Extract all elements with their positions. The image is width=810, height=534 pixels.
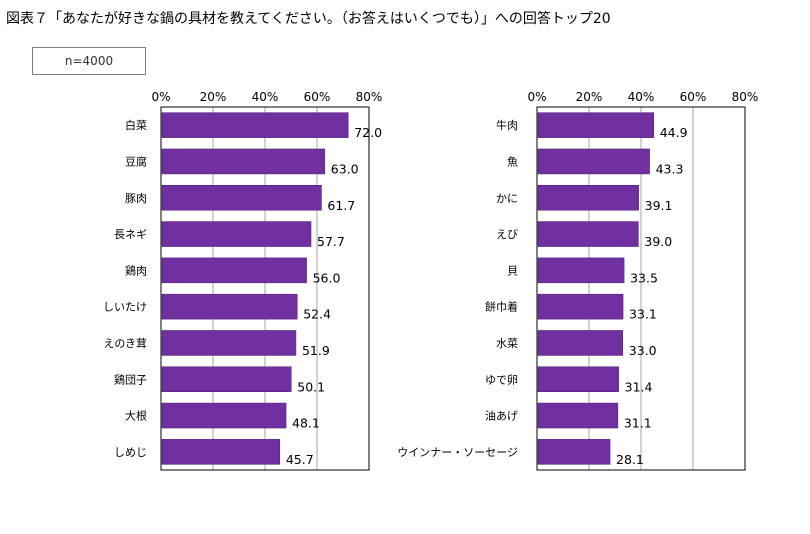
chart-title: 図表７「あなたが好きな鍋の具材を教えてください。（お答えはいくつでも）」への回答… <box>6 11 611 27</box>
left-chart-value-label: 50.1 <box>297 379 325 394</box>
right-chart-value-label: 39.1 <box>645 198 673 213</box>
left-chart-bar <box>161 185 322 211</box>
left-chart-bar <box>161 257 307 284</box>
right-chart-bar <box>537 293 624 320</box>
left-chart-value-label: 56.0 <box>313 270 341 285</box>
left-chart-category-label: 長ネギ <box>114 228 147 241</box>
right-chart-value-label: 39.0 <box>644 234 672 249</box>
left-chart-value-label: 57.7 <box>317 234 345 249</box>
right-chart-category-label: ウインナー・ソーセージ <box>397 446 518 459</box>
sample-size-box: n=4000 <box>32 47 146 75</box>
right-chart-bar <box>537 148 650 175</box>
right-chart-value-label: 33.0 <box>629 343 657 358</box>
right-chart-value-label: 33.1 <box>629 307 657 322</box>
left-chart-category-label: しめじ <box>114 446 147 459</box>
right-chart-plot-frame <box>536 106 746 471</box>
left-chart-value-label: 52.4 <box>303 307 331 322</box>
right-chart-bar <box>537 366 619 392</box>
left-chart-category-label: えのき茸 <box>103 337 147 350</box>
left-chart-category-label: 白菜 <box>125 118 147 132</box>
right-chart-value-label: 31.4 <box>625 379 653 394</box>
right-chart-tick-label: 20% <box>576 90 603 104</box>
left-chart-value-label: 51.9 <box>302 343 330 358</box>
right-chart-category-label: 油あげ <box>485 409 518 423</box>
right-chart-tick-label: 40% <box>628 90 655 104</box>
right-chart-bar <box>537 257 625 284</box>
right-chart-category-label: 水菜 <box>496 337 518 350</box>
left-chart-bar <box>161 148 326 175</box>
left-chart-bar <box>161 439 281 465</box>
left-chart-tick-label: 80% <box>356 90 383 104</box>
right-chart-category-label: ゆで卵 <box>485 373 518 386</box>
left-chart-category-label: 鶏団子 <box>114 372 147 386</box>
right-chart-bar <box>537 112 654 138</box>
left-chart-category-label: 鶏肉 <box>125 263 147 277</box>
right-chart-value-label: 43.3 <box>656 161 684 176</box>
right-chart-tick-label: 80% <box>732 90 759 104</box>
left-chart-value-label: 63.0 <box>331 161 359 176</box>
left-chart-value-label: 72.0 <box>354 125 382 140</box>
right-chart-category-label: えび <box>496 228 518 241</box>
left-chart-value-label: 48.1 <box>292 416 320 431</box>
left-chart-category-label: 大根 <box>125 409 147 423</box>
right-chart-category-label: 貝 <box>507 264 518 277</box>
right-chart-category-label: かに <box>496 192 518 205</box>
right-chart-bar <box>537 330 624 356</box>
right-chart-category-label: 餅巾着 <box>485 300 518 314</box>
right-chart-category-label: 牛肉 <box>496 118 518 132</box>
left-chart-tick-label: 20% <box>200 90 227 104</box>
left-chart-category-label: しいたけ <box>103 301 147 314</box>
left-chart-category-label: 豆腐 <box>125 154 147 168</box>
left-chart-tick-label: 0% <box>151 90 170 104</box>
left-chart-value-label: 61.7 <box>327 198 355 213</box>
right-chart-tick-label: 60% <box>680 90 707 104</box>
left-chart-tick-label: 60% <box>304 90 331 104</box>
right-chart-bar <box>537 439 611 465</box>
right-chart-category-label: 魚 <box>507 155 518 168</box>
right-chart-tick-label: 0% <box>527 90 546 104</box>
left-chart-bar <box>161 221 312 247</box>
left-chart-bar <box>161 330 297 356</box>
left-chart-bar <box>161 293 298 320</box>
left-chart-bar <box>161 112 349 138</box>
right-chart-value-label: 28.1 <box>616 452 644 467</box>
left-chart-plot-frame <box>160 106 370 471</box>
left-chart-bar <box>161 402 287 429</box>
right-chart-bar <box>537 221 639 247</box>
left-chart-value-label: 45.7 <box>286 452 314 467</box>
right-chart-bar <box>537 185 639 211</box>
right-chart-value-label: 33.5 <box>630 270 658 285</box>
right-chart-value-label: 44.9 <box>660 125 688 140</box>
left-chart-bar <box>161 366 292 392</box>
left-chart-tick-label: 40% <box>252 90 279 104</box>
right-chart-value-label: 31.1 <box>624 416 652 431</box>
left-chart-category-label: 豚肉 <box>125 192 147 205</box>
right-chart-bar <box>537 402 619 429</box>
